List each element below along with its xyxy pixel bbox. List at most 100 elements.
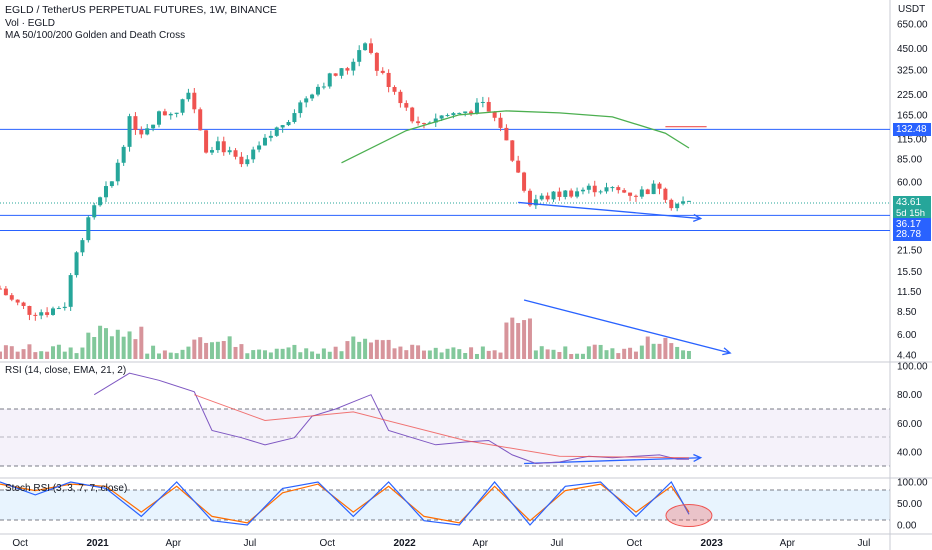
volume-bar (504, 322, 509, 359)
candle-body (221, 141, 226, 153)
candle-body (639, 189, 644, 197)
volume-trend-arrow[interactable] (523, 299, 731, 354)
candle-body (333, 73, 338, 76)
candle-body (139, 130, 144, 135)
stoch-d-line (0, 483, 690, 524)
volume-bar (445, 348, 450, 359)
hline-label-2: 36.17 (893, 218, 931, 231)
stoch-tick-label: 100.00 (897, 478, 928, 489)
volume-bar (380, 340, 385, 359)
volume-bar (115, 329, 120, 359)
volume-bar (221, 341, 226, 359)
candle-body (280, 125, 285, 128)
candle-body (209, 150, 214, 153)
price-trend-arrow[interactable] (518, 201, 701, 220)
candle-body (127, 116, 132, 147)
candle-body (321, 86, 326, 88)
stoch-tick-label: 50.00 (897, 499, 922, 510)
price-tick-label: 650.00 (897, 20, 928, 31)
candle-body (339, 68, 344, 76)
candle-body (539, 195, 544, 200)
volume-bar (239, 344, 244, 359)
volume-bar (386, 339, 391, 359)
candle-body (215, 141, 220, 151)
candle-body (421, 123, 426, 125)
candle-body (174, 112, 179, 114)
volume-trend-arrow-head (722, 347, 732, 356)
candle-body (180, 99, 185, 113)
candle-body (327, 73, 332, 87)
candle-body (545, 195, 550, 200)
candle-body (445, 115, 450, 117)
volume-bar (580, 353, 585, 359)
candle-body (103, 186, 108, 198)
last-price-label: 43.61 (893, 196, 931, 209)
ma-line (341, 110, 690, 164)
candle-body (557, 191, 562, 197)
candle-body (463, 111, 468, 113)
volume-bar (92, 336, 97, 359)
volume-bar (245, 353, 250, 359)
candle-body (386, 72, 391, 88)
time-tick-label: Oct (12, 538, 28, 549)
volume-bar (56, 344, 61, 359)
stoch-highlight-ellipse[interactable] (665, 504, 713, 528)
candle-body (416, 121, 421, 124)
volume-bar (392, 348, 397, 359)
price-tick-label: 21.50 (897, 245, 922, 256)
volume-bar (156, 353, 161, 359)
candle-body (168, 113, 173, 116)
candle-body (527, 190, 532, 206)
candle-body (145, 128, 150, 135)
volume-bar (469, 347, 474, 359)
candle-body (262, 137, 267, 146)
axis-labels: 650.00 450.00 325.00 225.00 165.00 115.00 85.0… (12, 20, 928, 550)
volume-bar (345, 341, 350, 359)
volume-bar (457, 349, 462, 359)
volume-bar (304, 348, 309, 359)
rsi-tick-label: 100.00 (897, 362, 928, 373)
candle-body (439, 115, 444, 119)
volume-bar (233, 346, 238, 359)
candle-body (410, 107, 415, 122)
price-tick-label: 450.00 (897, 44, 928, 55)
candle-body (286, 122, 291, 126)
candle-body (45, 312, 50, 315)
candle-body (351, 61, 356, 71)
volume-bar (575, 353, 580, 359)
candle-body (480, 101, 485, 103)
rsi-trend-arrow-head (693, 453, 703, 463)
volume-bar (569, 353, 574, 359)
price-tick-label: 165.00 (897, 110, 928, 121)
candle-body (663, 188, 668, 200)
candle-body (121, 146, 126, 163)
rsi-tick-label: 80.00 (897, 390, 922, 401)
candle-body (575, 191, 580, 197)
candle-body (681, 201, 686, 204)
volume-bar (351, 336, 356, 359)
candle-body (604, 187, 609, 192)
price-tick-label: 325.00 (897, 65, 928, 76)
time-tick-label: 2023 (701, 538, 724, 549)
time-tick-label: Jul (858, 538, 871, 549)
volume-bar (686, 350, 691, 359)
time-tick-label: 2021 (86, 538, 109, 549)
time-tick-label: Jul (550, 538, 563, 549)
volume-bar (474, 353, 479, 359)
volume-bar (510, 317, 515, 359)
volume-bar (280, 348, 285, 359)
candle-body (357, 50, 362, 62)
volume-bar (669, 343, 674, 359)
time-tick-label: Apr (166, 538, 182, 549)
volume-bar (663, 337, 668, 359)
candle-body (368, 43, 373, 53)
volume-legend: Vol · EGLD (5, 18, 56, 29)
candle-body (492, 111, 497, 118)
countdown-label: 5d 15h (893, 207, 931, 220)
volume-bar (433, 347, 438, 359)
volume-bar (0, 351, 2, 359)
candle-body (645, 189, 650, 195)
volume-bar (198, 337, 203, 359)
